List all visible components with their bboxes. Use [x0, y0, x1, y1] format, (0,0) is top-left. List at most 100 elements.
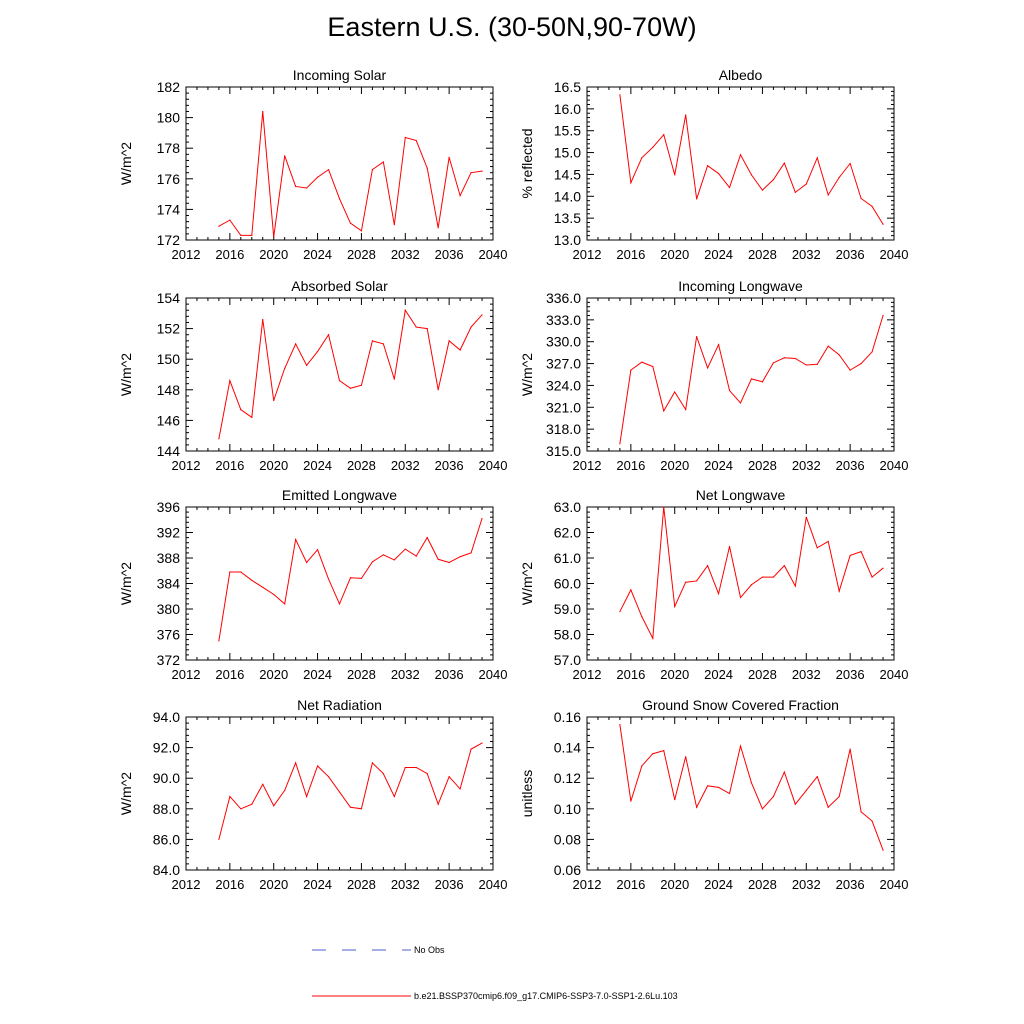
chart-incoming-solar: Incoming Solar W/m^2 2012 2016 2020 2024 2028 2…: [118, 67, 507, 262]
data-point: [284, 367, 286, 369]
data-point: [470, 552, 472, 554]
x-tick-label: 2024: [303, 667, 332, 682]
data-point: [382, 161, 384, 163]
x-tick-label: 2032: [792, 458, 821, 473]
data-point: [805, 183, 807, 185]
data-point: [707, 565, 709, 567]
data-point: [816, 547, 818, 549]
data-point: [415, 766, 417, 769]
data-point: [871, 576, 873, 578]
data-point: [750, 174, 753, 176]
data-point: [674, 605, 676, 608]
y-tick-label: 388: [157, 550, 181, 566]
data-point: [273, 805, 275, 807]
y-tick-label: 384: [157, 576, 181, 592]
x-tick-label: 2012: [573, 458, 602, 473]
chart-incoming-longwave: Incoming Longwave W/m^2 2012 2016 2020 2024 20…: [519, 278, 908, 473]
data-point: [382, 773, 384, 775]
data-point: [849, 748, 851, 750]
data-point: [459, 556, 461, 558]
y-tick-label: 16.0: [554, 101, 581, 117]
y-tick-label: 376: [157, 627, 181, 643]
data-point: [772, 362, 774, 364]
data-point: [696, 580, 698, 582]
data-point: [783, 162, 785, 164]
x-tick-label: 2012: [172, 458, 201, 473]
x-tick-label: 2036: [836, 458, 865, 473]
data-point: [306, 561, 308, 564]
data-point: [349, 806, 352, 808]
y-axis-label: W/m^2: [118, 142, 134, 185]
chart-ground-snow-covered-fraction: Ground Snow Covered Fraction unitless 2012…: [519, 697, 908, 892]
chart-panels: Incoming Solar W/m^2 2012 2016 2020 2024 2028 2…: [118, 67, 908, 892]
series-line: [619, 506, 884, 641]
data-point: [630, 800, 632, 802]
data-point: [327, 776, 330, 778]
x-tick-label: 2040: [479, 458, 508, 473]
data-point: [794, 803, 796, 805]
y-tick-label: 0.12: [554, 770, 581, 786]
data-point: [838, 176, 840, 179]
data-point: [816, 363, 818, 365]
x-tick-label: 2016: [215, 877, 244, 892]
y-tick-label: 90.0: [153, 770, 180, 786]
y-axis-label: W/m^2: [519, 562, 535, 605]
data-point: [750, 782, 753, 784]
data-point: [696, 336, 698, 338]
data-point: [306, 795, 308, 798]
data-point: [772, 576, 774, 578]
y-tick-label: 61.0: [554, 550, 581, 566]
y-tick-label: 0.06: [554, 862, 581, 878]
x-tick-label: 2016: [616, 667, 645, 682]
plot-frame: [586, 86, 895, 241]
data-point: [739, 745, 742, 747]
y-tick-label: 62.0: [554, 525, 581, 541]
data-point: [652, 637, 654, 639]
data-point: [761, 576, 764, 578]
data-point: [404, 136, 406, 139]
x-tick-label: 2036: [435, 877, 464, 892]
x-tick-label: 2020: [660, 458, 689, 473]
data-point: [393, 795, 395, 798]
data-point: [728, 792, 731, 795]
y-tick-label: 372: [157, 652, 181, 668]
data-point: [316, 176, 319, 178]
chart-title: Net Radiation: [297, 697, 382, 713]
data-point: [761, 381, 764, 383]
x-tick-label: 2024: [704, 247, 733, 262]
data-point: [229, 219, 231, 221]
y-tick-label: 333.0: [546, 312, 581, 328]
legend-model-label: b.e21.BSSP370cmip6.f09_g17.CMIP6-SSP3-7.…: [414, 991, 678, 1001]
data-point: [459, 349, 461, 351]
data-point: [827, 806, 829, 808]
y-tick-label: 144: [157, 443, 181, 459]
data-point: [251, 803, 253, 805]
data-point: [652, 753, 654, 755]
data-point: [360, 808, 363, 810]
x-tick-label: 2016: [215, 247, 244, 262]
data-point: [827, 345, 829, 347]
chart-title: Absorbed Solar: [291, 278, 388, 294]
y-tick-label: 148: [157, 382, 181, 398]
data-point: [717, 172, 720, 175]
data-point: [838, 354, 840, 356]
data-point: [437, 558, 439, 560]
y-tick-label: 63.0: [554, 499, 581, 515]
data-point: [415, 555, 417, 557]
legend-obs-label: No Obs: [414, 945, 445, 955]
chart-absorbed-solar: Absorbed Solar W/m^2 2012 2016 2020 2024 2028 2…: [118, 278, 507, 473]
y-axis-label: W/m^2: [118, 562, 134, 605]
data-point: [371, 561, 373, 563]
data-point: [685, 114, 687, 116]
data-point: [794, 191, 796, 193]
data-point: [284, 789, 286, 792]
data-point: [652, 365, 654, 368]
x-tick-label: 2016: [616, 877, 645, 892]
x-tick-label: 2024: [303, 247, 332, 262]
data-point: [295, 538, 297, 541]
data-point: [360, 230, 363, 232]
data-point: [619, 610, 621, 613]
data-point: [882, 849, 884, 851]
data-point: [882, 223, 884, 225]
chart-title: Ground Snow Covered Fraction: [642, 697, 839, 713]
